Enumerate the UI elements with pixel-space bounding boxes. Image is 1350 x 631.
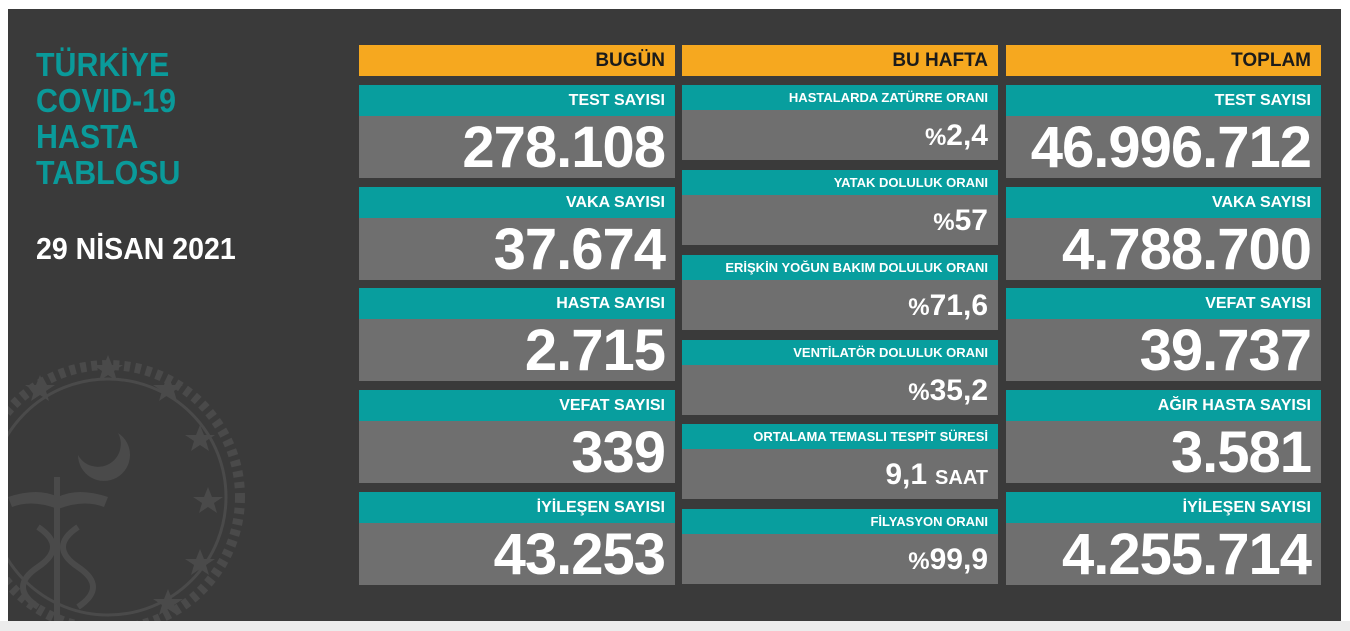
title-line: HASTA (36, 118, 139, 155)
week-bed-occupancy-card: YATAK DOLULUK ORANI %57 (682, 170, 998, 245)
card-value: 37.674 (359, 218, 675, 282)
header-total: TOPLAM (1006, 45, 1321, 76)
card-value: 339 (359, 421, 675, 485)
card-label: ERİŞKİN YOĞUN BAKIM DOLULUK ORANI (682, 255, 998, 280)
card-label: TEST SAYISI (359, 85, 675, 116)
card-label: FİLYASYON ORANI (682, 509, 998, 534)
total-test-card: TEST SAYISI 46.996.712 (1006, 85, 1321, 180)
value-number: 71,6 (929, 289, 988, 322)
card-label: ORTALAMA TEMASLI TESPİT SÜRESİ (682, 424, 998, 449)
covid-dashboard-board: TÜRKİYE COVID-19 HASTA TABLOSU 29 NİSAN … (8, 9, 1341, 621)
week-ventilator-occupancy-card: VENTİLATÖR DOLULUK ORANI %35,2 (682, 340, 998, 415)
value-unit: SAAT (935, 467, 988, 489)
today-death-card: VEFAT SAYISI 339 (359, 390, 675, 485)
card-label: HASTALARDA ZATÜRRE ORANI (682, 85, 998, 110)
card-label: TEST SAYISI (1006, 85, 1321, 116)
value-number: 9,1 (885, 458, 928, 491)
card-value: %35,2 (682, 365, 998, 415)
today-patient-card: HASTA SAYISI 2.715 (359, 288, 675, 383)
report-date: 29 NİSAN 2021 (36, 231, 236, 266)
header-week: BU HAFTA (682, 45, 998, 76)
total-death-card: VEFAT SAYISI 39.737 (1006, 288, 1321, 383)
total-recovered-card: İYİLEŞEN SAYISI 4.255.714 (1006, 492, 1321, 587)
card-label: İYİLEŞEN SAYISI (1006, 492, 1321, 523)
title-line: TABLOSU (36, 154, 181, 191)
value-number: 35,2 (929, 374, 988, 407)
card-label: VENTİLATÖR DOLULUK ORANI (682, 340, 998, 365)
percent-sign: % (908, 294, 930, 321)
today-case-card: VAKA SAYISI 37.674 (359, 187, 675, 282)
card-value: %99,9 (682, 534, 998, 584)
title-line: TÜRKİYE (36, 46, 170, 83)
value-number: 99,9 (929, 543, 988, 576)
card-label: AĞIR HASTA SAYISI (1006, 390, 1321, 421)
card-value: 278.108 (359, 116, 675, 180)
card-value: 3.581 (1006, 421, 1321, 485)
card-value: 39.737 (1006, 319, 1321, 383)
percent-sign: % (933, 209, 955, 236)
card-label: VEFAT SAYISI (359, 390, 675, 421)
percent-sign: % (908, 548, 930, 575)
header-today: BUGÜN (359, 45, 675, 76)
card-label: VAKA SAYISI (1006, 187, 1321, 218)
bottom-strip (0, 621, 1350, 631)
ministry-of-health-emblem-icon (8, 355, 245, 621)
title-line: COVID-19 (36, 82, 177, 119)
value-number: 2,4 (946, 119, 988, 152)
value-number: 57 (954, 204, 988, 237)
card-value: %2,4 (682, 110, 998, 160)
today-recovered-card: İYİLEŞEN SAYISI 43.253 (359, 492, 675, 587)
page-title: TÜRKİYE COVID-19 HASTA TABLOSU (36, 47, 180, 191)
week-filiation-card: FİLYASYON ORANI %99,9 (682, 509, 998, 584)
card-value: 46.996.712 (1006, 116, 1321, 180)
week-icu-occupancy-card: ERİŞKİN YOĞUN BAKIM DOLULUK ORANI %71,6 (682, 255, 998, 330)
card-value: 4.788.700 (1006, 218, 1321, 282)
percent-sign: % (924, 124, 947, 151)
card-label: VEFAT SAYISI (1006, 288, 1321, 319)
total-case-card: VAKA SAYISI 4.788.700 (1006, 187, 1321, 282)
total-severe-patient-card: AĞIR HASTA SAYISI 3.581 (1006, 390, 1321, 485)
percent-sign: % (908, 379, 930, 406)
week-contact-tracing-time-card: ORTALAMA TEMASLI TESPİT SÜRESİ 9,1 SAAT (682, 424, 998, 499)
card-label: YATAK DOLULUK ORANI (682, 170, 998, 195)
card-value: 2.715 (359, 319, 675, 383)
today-test-card: TEST SAYISI 278.108 (359, 85, 675, 180)
card-value: 4.255.714 (1006, 523, 1321, 587)
card-value: 43.253 (359, 523, 675, 587)
card-value: 9,1 SAAT (682, 449, 998, 499)
card-value: %71,6 (682, 280, 998, 330)
week-pneumonia-card: HASTALARDA ZATÜRRE ORANI %2,4 (682, 85, 998, 160)
card-value: %57 (682, 195, 998, 245)
card-label: VAKA SAYISI (359, 187, 675, 218)
card-label: HASTA SAYISI (359, 288, 675, 319)
card-label: İYİLEŞEN SAYISI (359, 492, 675, 523)
